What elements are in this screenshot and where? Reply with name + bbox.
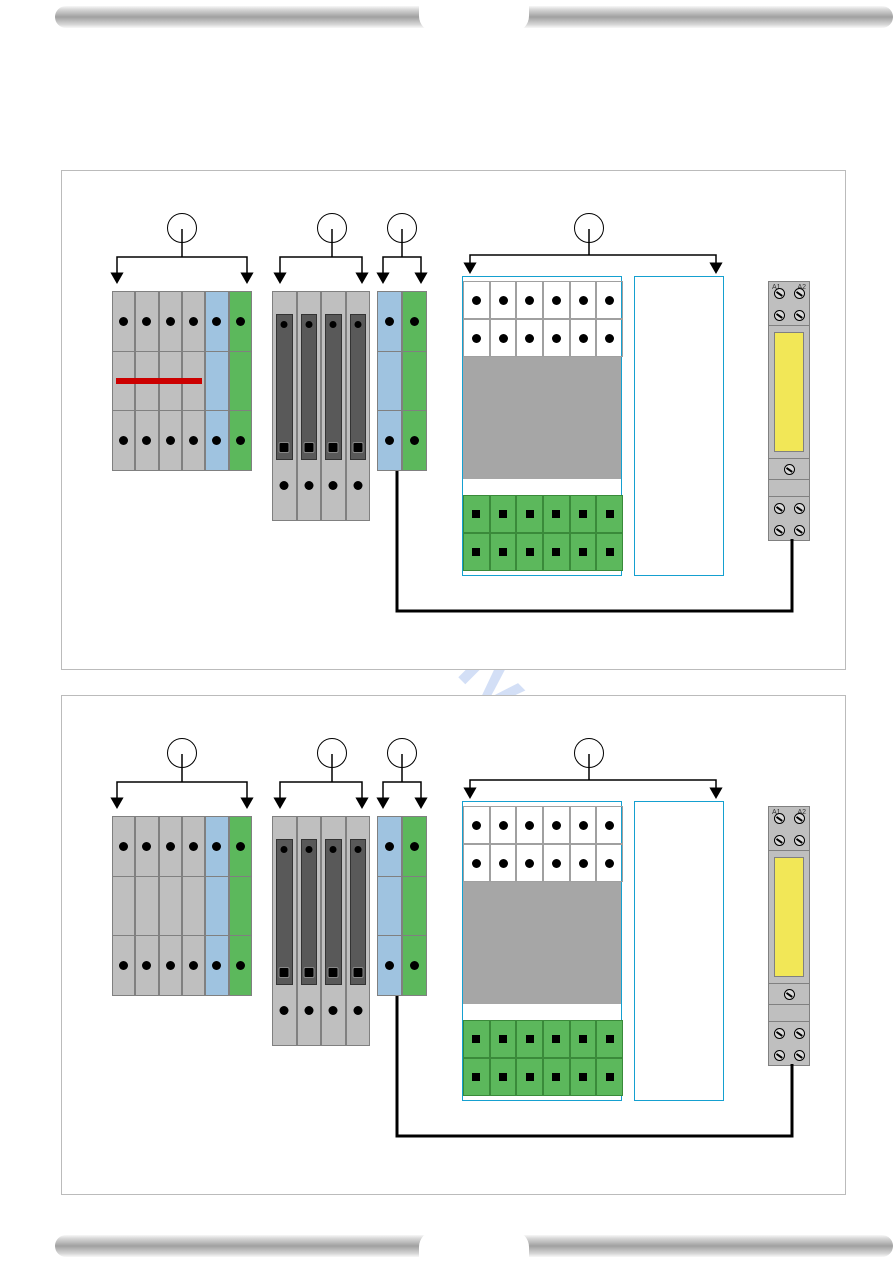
connecting-wire bbox=[62, 171, 847, 671]
diagram-panel-2: A1 A2 bbox=[61, 695, 846, 1195]
top-decor-bar bbox=[55, 6, 893, 28]
connecting-wire-2 bbox=[62, 696, 847, 1196]
diagram-panel-1: A1 A2 bbox=[61, 170, 846, 670]
bottom-decor-bar bbox=[55, 1235, 893, 1257]
jumper-bridge bbox=[116, 378, 202, 384]
